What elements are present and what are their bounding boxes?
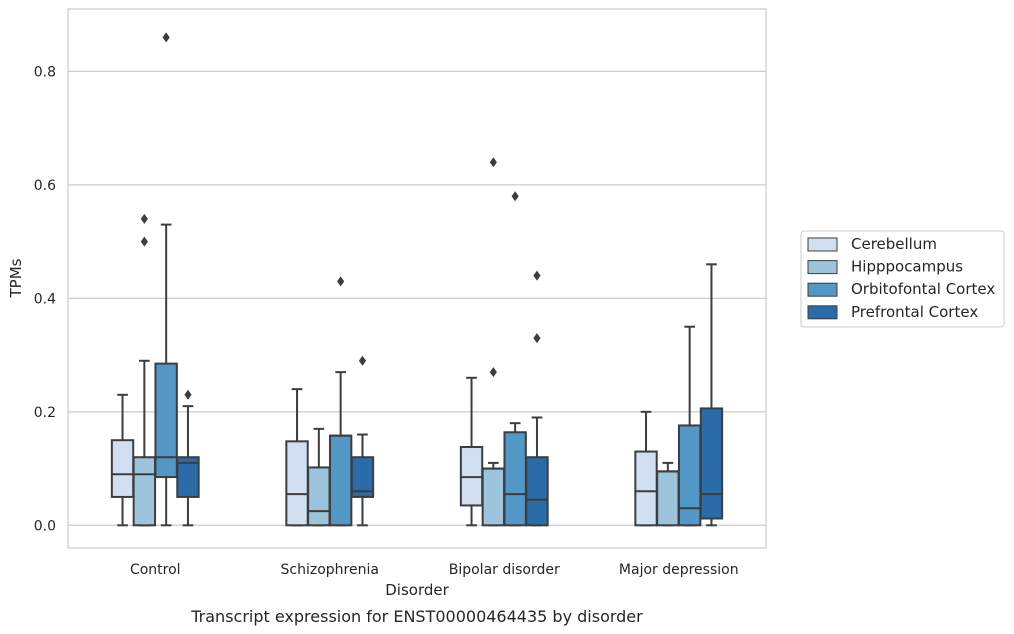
legend-label: Hipppocampus	[851, 258, 963, 276]
outlier-point	[162, 32, 170, 43]
box-body	[634, 450, 658, 527]
box-prefrontal-cortex	[176, 389, 200, 527]
box-body	[503, 431, 527, 527]
legend-frame	[800, 230, 1005, 328]
x-tick-label: Bipolar disorder	[449, 562, 560, 578]
box-prefrontal-cortex	[525, 270, 549, 527]
box-body	[328, 434, 353, 527]
outlier-point	[533, 270, 541, 281]
y-tick-label: 0.2	[34, 405, 56, 421]
chart-caption: Transcript expression for ENST0000046443…	[190, 607, 643, 626]
y-axis-label: TPMs	[7, 258, 25, 298]
box-body	[656, 470, 680, 527]
box-body	[154, 362, 178, 479]
y-tick-label: 0.8	[34, 64, 56, 80]
y-tick-labels: 0.0 0.2 0.4 0.6 0.8	[34, 64, 56, 534]
box-body	[110, 439, 135, 498]
x-tick-label: Schizophrenia	[281, 562, 379, 578]
box-body	[132, 456, 157, 527]
legend-label: Prefrontal Cortex	[851, 303, 978, 321]
legend-swatch	[807, 237, 838, 252]
box-cerebellum	[110, 393, 135, 527]
legend-item: Orbitofontal Cortex	[807, 280, 995, 298]
y-tick-label: 0.4	[34, 291, 56, 307]
outlier-point	[358, 355, 367, 366]
box-hipppocampus	[481, 157, 506, 527]
outlier-point	[140, 236, 148, 247]
y-tick-label: 0.6	[34, 178, 56, 194]
box-body	[285, 440, 309, 527]
outlier-point	[533, 333, 541, 344]
boxes	[110, 32, 724, 527]
box-hipppocampus	[307, 427, 331, 527]
legend-item: Prefrontal Cortex	[807, 303, 978, 321]
x-axis-label: Disorder	[385, 581, 449, 599]
box-body	[350, 456, 375, 498]
legend-label: Orbitofontal Cortex	[851, 280, 995, 298]
box-orbitofontal-cortex	[503, 191, 527, 527]
legend-swatch	[807, 260, 838, 275]
box-body	[699, 407, 724, 520]
box-prefrontal-cortex	[350, 355, 375, 527]
outlier-point	[140, 213, 148, 224]
box-body	[677, 424, 702, 527]
box-prefrontal-cortex	[699, 263, 724, 527]
box-cerebellum	[285, 388, 309, 527]
x-tick-labels: Control Schizophrenia Bipolar disorder Majo…	[130, 562, 739, 578]
legend-swatch	[807, 282, 838, 297]
x-tick-label: Major depression	[619, 562, 739, 578]
box-cerebellum	[634, 410, 658, 527]
outlier-point	[337, 276, 345, 287]
legend-swatch	[807, 305, 838, 320]
legend-item: Cerebellum	[807, 235, 937, 253]
box-orbitofontal-cortex	[328, 276, 353, 527]
box-body	[176, 456, 200, 498]
outlier-point	[489, 157, 497, 168]
box-hipppocampus	[132, 213, 157, 527]
box-body	[307, 466, 331, 527]
outlier-point	[184, 389, 192, 400]
box-hipppocampus	[656, 461, 680, 527]
legend-label: Cerebellum	[851, 235, 937, 253]
y-tick-label: 0.0	[34, 518, 56, 534]
box-orbitofontal-cortex	[154, 32, 178, 527]
plot-frame	[67, 8, 767, 549]
box-body	[481, 467, 506, 527]
x-tick-label: Control	[130, 562, 181, 578]
outlier-point	[511, 191, 519, 202]
outlier-point	[489, 367, 497, 378]
legend: Cerebellum Hipppocampus Orbitofontal Corte…	[800, 230, 1005, 328]
legend-item: Hipppocampus	[807, 258, 963, 276]
box-body	[525, 456, 549, 527]
box-orbitofontal-cortex	[677, 325, 702, 527]
box-cerebellum	[459, 376, 484, 527]
